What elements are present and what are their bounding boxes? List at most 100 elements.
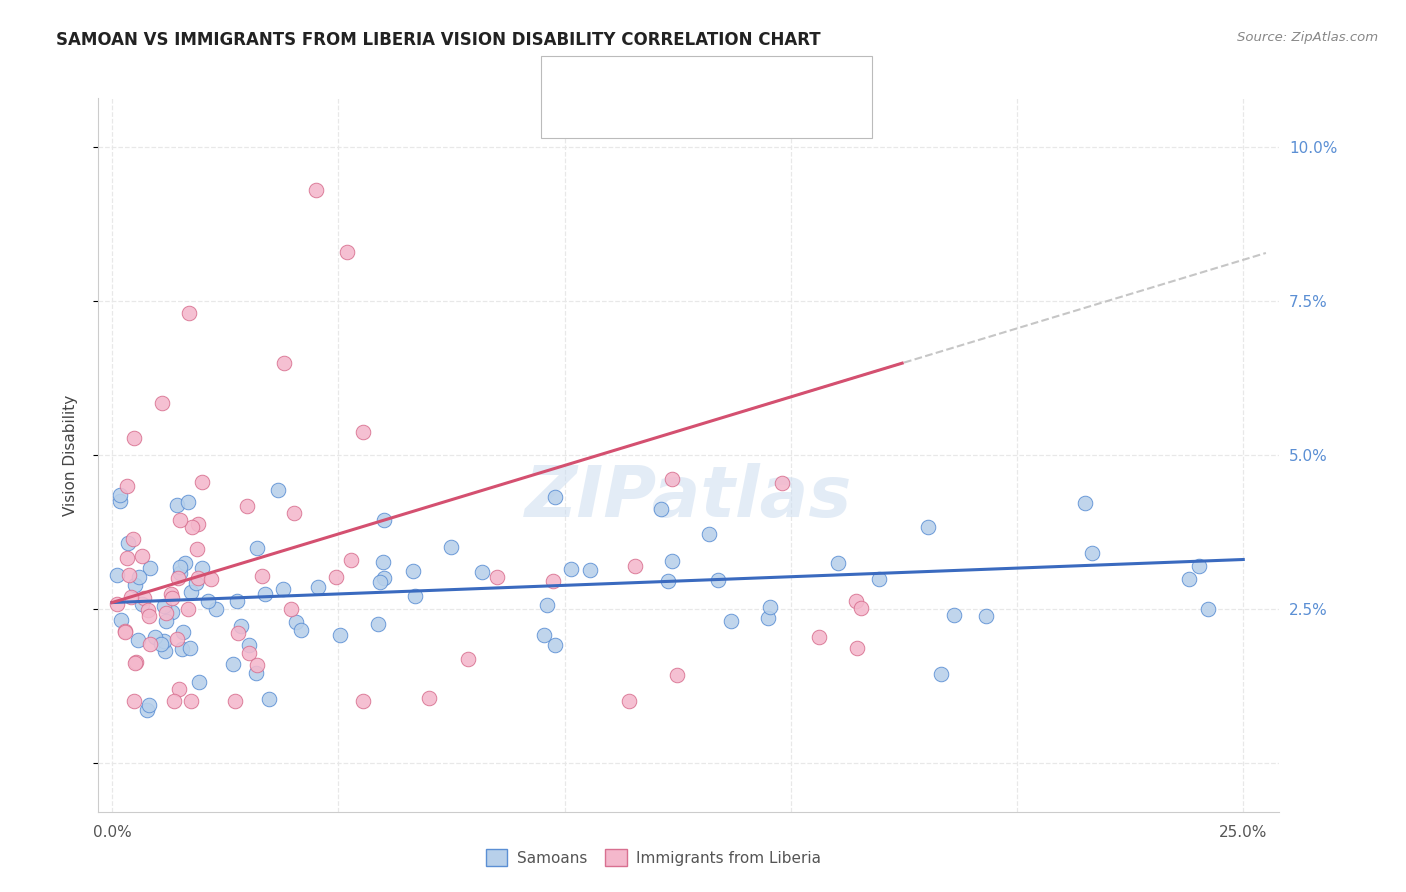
Point bbox=[974, 608, 997, 623]
Point bbox=[808, 630, 831, 644]
Point bbox=[229, 619, 252, 633]
Point bbox=[541, 574, 564, 589]
Point bbox=[105, 597, 128, 611]
Point bbox=[340, 553, 363, 567]
Y-axis label: Vision Disability: Vision Disability bbox=[63, 394, 77, 516]
Point bbox=[128, 570, 150, 584]
Point bbox=[177, 602, 200, 616]
Point bbox=[117, 478, 139, 492]
Point bbox=[942, 607, 965, 622]
Point bbox=[150, 636, 173, 650]
Point bbox=[624, 558, 647, 573]
Point bbox=[560, 562, 582, 576]
Point bbox=[162, 605, 184, 619]
Text: N =: N = bbox=[689, 71, 737, 89]
Text: Source: ZipAtlas.com: Source: ZipAtlas.com bbox=[1237, 31, 1378, 45]
Text: 63: 63 bbox=[737, 104, 759, 122]
Point bbox=[160, 587, 183, 601]
Point bbox=[184, 576, 207, 591]
Point bbox=[273, 356, 295, 370]
Point bbox=[373, 555, 395, 569]
Text: R =: R = bbox=[586, 104, 623, 122]
Point bbox=[368, 575, 391, 590]
Point bbox=[153, 634, 176, 648]
Point bbox=[226, 594, 249, 608]
Point bbox=[127, 633, 149, 648]
Point bbox=[118, 567, 141, 582]
Point bbox=[440, 540, 463, 554]
Point bbox=[845, 594, 868, 608]
Text: R =: R = bbox=[586, 71, 623, 89]
Point bbox=[186, 541, 208, 556]
Point bbox=[770, 475, 793, 490]
Point bbox=[544, 490, 567, 504]
Point bbox=[845, 641, 868, 656]
Point bbox=[226, 626, 249, 640]
Point bbox=[246, 657, 269, 672]
Point bbox=[661, 554, 683, 568]
Point bbox=[191, 475, 214, 489]
Point bbox=[122, 533, 145, 547]
Point bbox=[619, 694, 641, 708]
Point bbox=[280, 602, 302, 616]
Point bbox=[250, 568, 273, 582]
Point bbox=[283, 506, 305, 520]
Point bbox=[257, 692, 280, 706]
Point bbox=[544, 639, 567, 653]
Point bbox=[131, 549, 153, 563]
Point bbox=[138, 608, 160, 623]
Point bbox=[697, 526, 720, 541]
Point bbox=[114, 624, 136, 639]
Point bbox=[155, 614, 177, 628]
Point bbox=[197, 594, 219, 608]
Point bbox=[124, 656, 146, 670]
Point bbox=[134, 591, 156, 605]
Point bbox=[222, 657, 245, 671]
Point bbox=[665, 668, 688, 682]
Point bbox=[533, 628, 555, 642]
Point bbox=[578, 563, 600, 577]
Point bbox=[150, 396, 173, 410]
Text: 0.316: 0.316 bbox=[628, 104, 681, 122]
Text: 0.144: 0.144 bbox=[628, 71, 681, 89]
Point bbox=[1188, 558, 1211, 573]
Point bbox=[120, 590, 142, 604]
Point bbox=[172, 624, 194, 639]
Point bbox=[224, 694, 246, 708]
Point bbox=[418, 690, 440, 705]
Point bbox=[1081, 545, 1104, 559]
Point bbox=[131, 598, 153, 612]
Point bbox=[167, 681, 190, 696]
Point bbox=[163, 694, 186, 708]
Point bbox=[367, 616, 389, 631]
Point bbox=[105, 567, 128, 582]
Point bbox=[285, 615, 308, 629]
Point bbox=[657, 574, 679, 588]
Text: SAMOAN VS IMMIGRANTS FROM LIBERIA VISION DISABILITY CORRELATION CHART: SAMOAN VS IMMIGRANTS FROM LIBERIA VISION… bbox=[56, 31, 821, 49]
Point bbox=[110, 488, 132, 502]
Point bbox=[373, 571, 395, 585]
Point bbox=[177, 495, 200, 509]
Point bbox=[868, 572, 890, 586]
Point bbox=[143, 630, 166, 644]
Point bbox=[307, 581, 329, 595]
Point bbox=[177, 306, 200, 320]
Point bbox=[329, 628, 352, 642]
Point bbox=[471, 566, 494, 580]
Point bbox=[304, 183, 326, 197]
Point bbox=[166, 632, 188, 647]
Point bbox=[136, 703, 159, 717]
Point bbox=[707, 574, 730, 588]
Point bbox=[167, 571, 190, 585]
Point bbox=[661, 472, 683, 486]
Point bbox=[160, 591, 183, 605]
Point bbox=[373, 512, 395, 526]
Point bbox=[650, 502, 672, 516]
Point bbox=[139, 561, 162, 575]
Point bbox=[186, 571, 208, 585]
Point bbox=[114, 625, 136, 640]
Point bbox=[1197, 602, 1219, 616]
Point bbox=[188, 675, 211, 690]
Point bbox=[155, 606, 177, 620]
Point bbox=[1177, 572, 1199, 586]
